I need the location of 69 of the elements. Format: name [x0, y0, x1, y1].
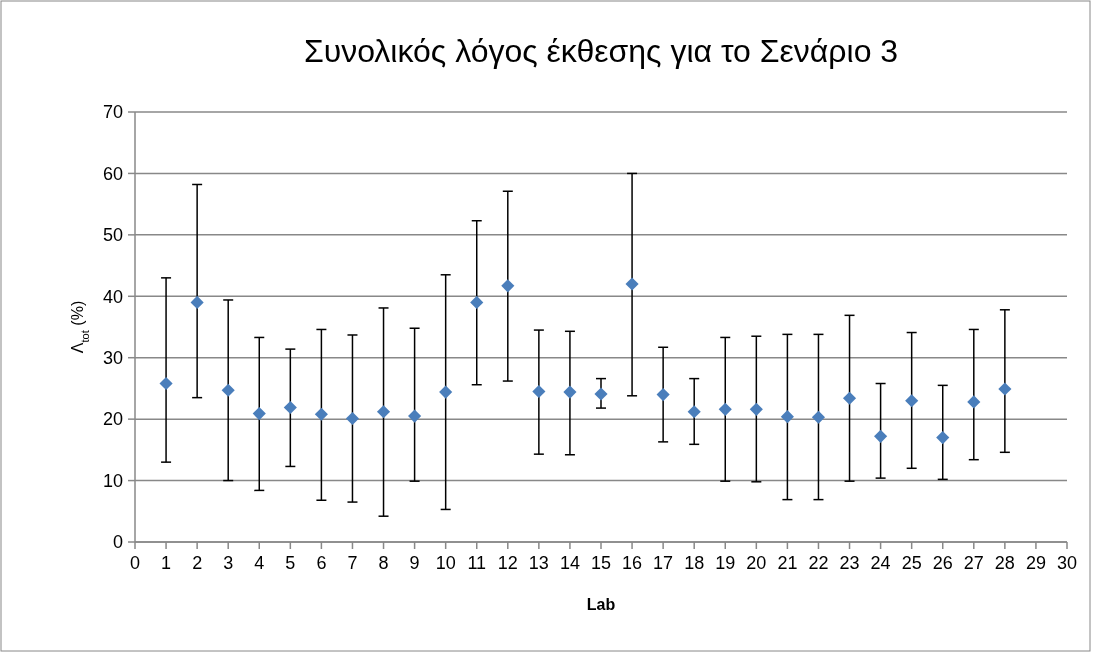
- point: [749, 402, 763, 416]
- point: [594, 387, 608, 401]
- point: [221, 383, 235, 397]
- x-tick-label: 4: [254, 553, 265, 573]
- x-tick-label: 9: [409, 553, 420, 573]
- x-tick-label: 22: [808, 553, 829, 573]
- point: [376, 405, 391, 419]
- point: [905, 394, 919, 408]
- point: [439, 385, 453, 399]
- x-tick-label: 21: [777, 553, 798, 573]
- y-tick-label: 60: [102, 163, 123, 184]
- x-tick-label: 20: [746, 553, 767, 573]
- x-tick-label: 24: [870, 553, 891, 573]
- y-tick-label: 50: [102, 225, 123, 246]
- point: [718, 402, 732, 416]
- x-tick-label: 5: [285, 553, 296, 573]
- x-tick-label: 29: [1025, 553, 1046, 573]
- point: [408, 409, 422, 423]
- point: [936, 431, 950, 445]
- point: [842, 391, 857, 405]
- point: [687, 405, 701, 419]
- x-tick-label: 14: [559, 553, 580, 573]
- x-tick-label: 27: [963, 553, 984, 573]
- point: [283, 400, 297, 415]
- x-tick-label: 1: [161, 553, 172, 573]
- point: [345, 411, 360, 426]
- x-tick-label: 28: [994, 553, 1015, 573]
- y-tick-label: 10: [102, 470, 123, 491]
- point: [874, 429, 888, 443]
- x-tick-label: 11: [467, 553, 487, 573]
- point: [998, 382, 1012, 396]
- x-tick-label: 3: [223, 553, 234, 573]
- x-axis-title: Lab: [586, 596, 616, 613]
- point: [811, 410, 826, 424]
- point: [967, 395, 981, 409]
- chart-title: Συνολικός λόγος έκθεσης για το Σενάριο 3: [303, 33, 899, 69]
- y-tick-label: 70: [102, 102, 123, 123]
- point: [314, 407, 328, 421]
- point: [159, 376, 173, 391]
- x-tick-label: 26: [932, 553, 953, 573]
- point: [656, 388, 670, 402]
- x-tick-label: 10: [435, 553, 456, 573]
- x-tick-label: 6: [316, 553, 327, 573]
- x-tick-label: 17: [653, 553, 674, 573]
- point: [563, 385, 577, 399]
- y-tick-label: 40: [102, 286, 123, 307]
- y-tick-label: 20: [102, 409, 123, 430]
- x-tick-label: 25: [901, 553, 922, 573]
- x-tick-label: 13: [528, 553, 549, 573]
- point: [252, 407, 266, 421]
- point: [780, 410, 794, 424]
- x-tick-label: 2: [192, 553, 203, 573]
- x-tick-label: 8: [378, 553, 389, 573]
- point: [532, 384, 546, 399]
- point: [501, 279, 515, 293]
- x-tick-label: 15: [590, 553, 612, 573]
- x-tick-label: 16: [622, 553, 643, 573]
- x-tick-label: 0: [129, 553, 141, 573]
- x-tick-label: 18: [684, 553, 705, 573]
- x-tick-label: 23: [839, 553, 860, 573]
- x-tick-label: 19: [715, 553, 736, 573]
- point: [190, 295, 204, 309]
- y-tick-label: 0: [112, 532, 123, 553]
- point: [625, 277, 639, 291]
- y-tick-label: 30: [102, 348, 123, 369]
- x-tick-label: 30: [1056, 553, 1078, 573]
- x-tick-label: 7: [347, 553, 358, 573]
- point: [470, 295, 484, 309]
- x-tick-label: 12: [497, 553, 518, 573]
